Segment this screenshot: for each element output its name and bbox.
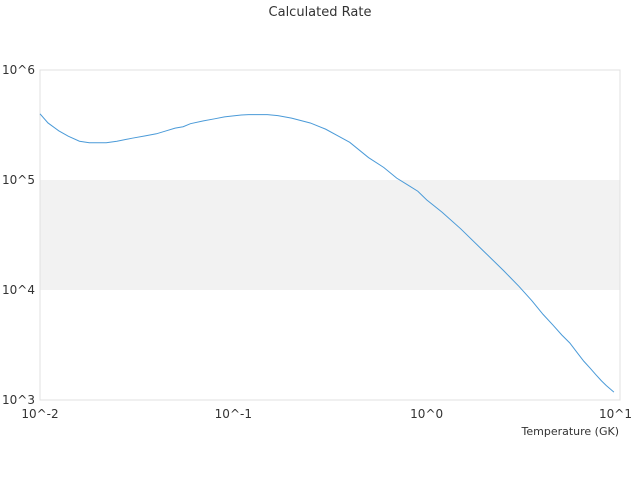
x-tick-label: 10^-2 [21,407,58,421]
y-tick-label: 10^5 [2,173,35,187]
x-tick-label: 10^0 [410,407,443,421]
shaded-band [40,180,620,290]
plot-frame [39,69,621,401]
chart-title: Calculated Rate [269,5,372,20]
x-axis-label: Temperature (GK) [521,425,620,438]
y-tick-label: 10^3 [2,393,35,407]
series-line [39,113,615,393]
y-tick-label: 10^4 [2,283,35,297]
x-tick-label: 10^1 [599,407,632,421]
y-tick-label: 10^6 [2,63,35,77]
x-tick-label: 10^-1 [215,407,252,421]
tick-layer: 10^3 10^4 10^5 10^6 10^-2 10^-1 10^0 10^1 [2,63,632,421]
